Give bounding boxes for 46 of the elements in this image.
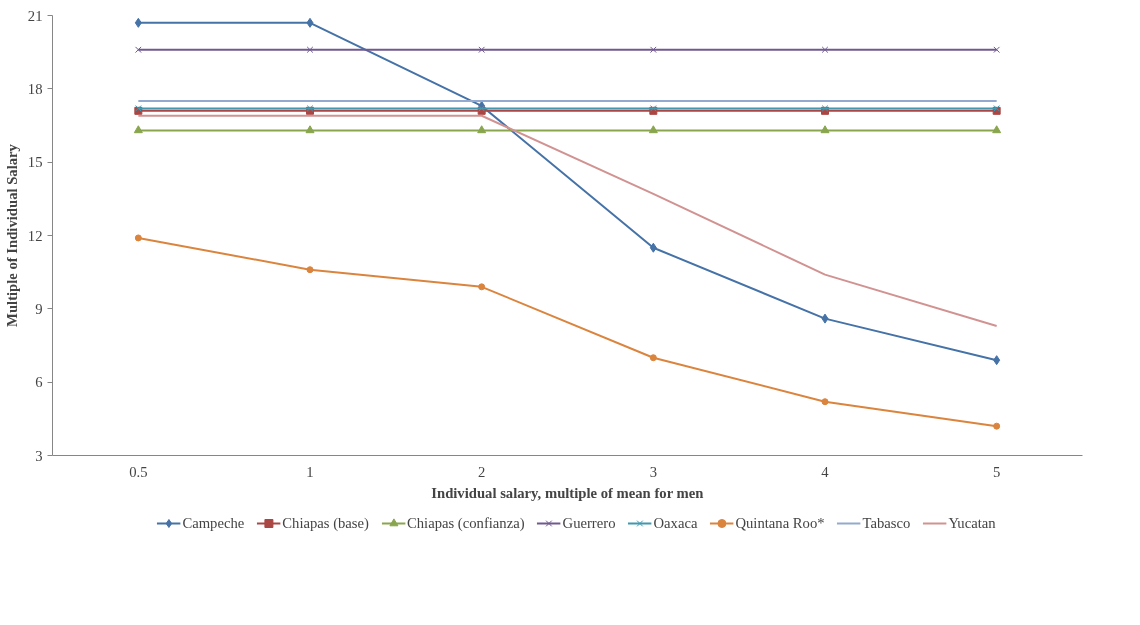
point	[648, 125, 658, 134]
x-axis-title: Individual salary, multiple of mean for men	[431, 484, 704, 501]
y-axis-title: Multiple of Individual Salary	[3, 143, 20, 327]
point	[134, 17, 142, 28]
y-tick-label: 12	[27, 227, 43, 244]
legend-label: Oaxaca	[653, 514, 698, 532]
point	[134, 234, 142, 242]
y-tick-label: 21	[27, 7, 43, 24]
point	[649, 354, 657, 362]
point	[821, 398, 829, 406]
x-tick-label: 0.5	[129, 463, 148, 480]
point	[993, 422, 1001, 430]
x-tick-label: 3	[649, 463, 657, 480]
legend-label: Quintana Roo*	[735, 514, 825, 532]
point	[305, 125, 315, 134]
y-tick-label: 15	[27, 154, 43, 171]
x-tick-label: 4	[821, 463, 830, 480]
point	[478, 283, 486, 291]
legend-label: Chiapas (base)	[282, 514, 369, 532]
point	[650, 46, 657, 54]
point	[306, 17, 314, 28]
legend-label: Chiapas (confianza)	[406, 514, 525, 532]
point	[477, 125, 487, 134]
point	[821, 46, 829, 54]
legend-label: Tabasco	[862, 514, 911, 532]
point	[478, 46, 485, 54]
y-tick-label: 3	[35, 447, 43, 464]
point	[306, 266, 314, 274]
point	[135, 46, 142, 54]
y-tick-label: 9	[35, 300, 43, 317]
point	[993, 46, 1000, 54]
point	[993, 355, 1001, 366]
point	[820, 125, 830, 134]
y-tick-label: 18	[27, 80, 43, 97]
x-tick-label: 1	[306, 463, 314, 480]
legend-label: Campeche	[182, 514, 245, 532]
x-tick-label: 5	[993, 463, 1001, 480]
point	[306, 46, 314, 54]
legend-label: Yucatan	[948, 514, 996, 532]
legend-label: Guerrero	[562, 514, 616, 532]
x-tick-label: 2	[478, 463, 486, 480]
point	[992, 125, 1002, 134]
point	[133, 125, 143, 134]
point	[821, 313, 829, 324]
point	[649, 242, 657, 253]
y-tick-label: 6	[35, 374, 43, 391]
